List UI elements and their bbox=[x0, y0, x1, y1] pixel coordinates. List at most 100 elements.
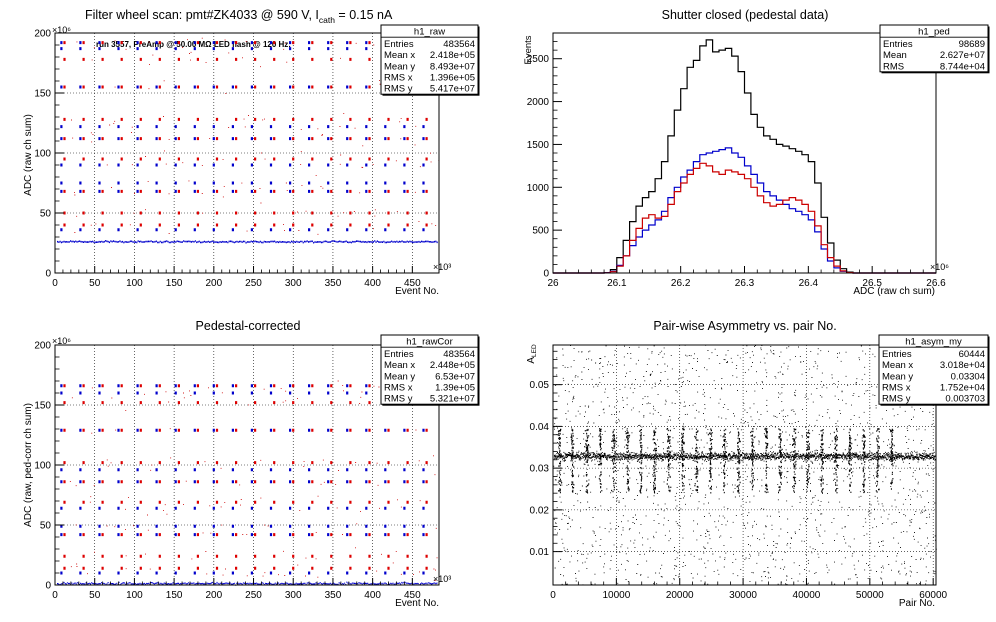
stats-label: RMS y bbox=[384, 394, 413, 405]
x-tick-label: 350 bbox=[325, 278, 342, 289]
stats-value: 1.396e+05 bbox=[430, 73, 475, 84]
x-tick-label: 200 bbox=[205, 278, 222, 289]
asym-title: Pair-wise Asymmetry vs. pair No. bbox=[653, 319, 836, 333]
y-tick-label: 1500 bbox=[527, 140, 550, 151]
stats-label: RMS y bbox=[882, 394, 911, 405]
red-clusters bbox=[63, 41, 428, 227]
x-tick-label: 250 bbox=[245, 278, 262, 289]
stats-label: Mean x bbox=[882, 360, 913, 371]
stats-label: RMS x bbox=[384, 383, 413, 394]
raw-y-axis-label: ADC (raw ch sum) bbox=[23, 114, 34, 196]
stats-value: 5.417e+07 bbox=[430, 84, 475, 95]
cor-ticks: 0 50 100 150 200 250 300 350 400 450 0 50 100 150 200 bbox=[34, 341, 421, 602]
stats-label: Entries bbox=[384, 349, 414, 360]
stats-label: RMS bbox=[883, 61, 904, 72]
cor-points bbox=[57, 380, 438, 586]
x-tick-label: 0 bbox=[550, 590, 556, 601]
stats-name: h1_ped bbox=[918, 27, 950, 38]
cor-x-axis-label: Event No. bbox=[395, 598, 439, 609]
y-tick-label: 0 bbox=[45, 269, 51, 280]
raw-x-exponent: ×10³ bbox=[433, 262, 451, 272]
stats-value: 0.03304 bbox=[951, 371, 985, 382]
stats-label: Mean y bbox=[384, 61, 415, 72]
y-tick-label: 200 bbox=[34, 29, 51, 40]
ped-series-0 bbox=[553, 39, 936, 274]
raw-x-axis-label: Event No. bbox=[395, 286, 439, 297]
x-tick-label: 40000 bbox=[793, 590, 821, 601]
cor-x-exponent: ×10³ bbox=[433, 574, 451, 584]
x-tick-label: 0 bbox=[52, 590, 58, 601]
pedestal-points bbox=[57, 240, 438, 244]
x-tick-label: 0 bbox=[52, 278, 58, 289]
panel-corrected: Pedestal-corrected ×10⁶ ×10³ Event No. A… bbox=[23, 319, 480, 609]
ped-series-1 bbox=[553, 147, 936, 274]
stats-label: Mean bbox=[883, 50, 907, 61]
x-tick-label: 26.2 bbox=[671, 278, 691, 289]
stats-value: 6.53e+07 bbox=[435, 371, 475, 382]
ped-series-2 bbox=[553, 162, 936, 274]
stats-value: 483564 bbox=[443, 39, 475, 50]
y-tick-label: 0.03 bbox=[530, 464, 550, 475]
cor-y-axis-label: ADC (raw, ped-corr ch sum) bbox=[23, 403, 34, 527]
x-tick-label: 26.4 bbox=[799, 278, 819, 289]
stats-label: RMS x bbox=[384, 73, 413, 84]
x-tick-label: 100 bbox=[126, 278, 143, 289]
stats-label: Entries bbox=[882, 349, 912, 360]
ped-x-axis-label: ADC (raw ch sum) bbox=[853, 286, 935, 297]
stats-label: Mean y bbox=[384, 371, 415, 382]
stats-name: h1_raw bbox=[414, 27, 445, 38]
stats-value: 2.418e+05 bbox=[430, 50, 475, 61]
pedestal-points bbox=[57, 581, 438, 586]
cor-title: Pedestal-corrected bbox=[196, 319, 301, 333]
x-tick-label: 400 bbox=[364, 590, 381, 601]
raw-y-exponent: ×10⁶ bbox=[52, 25, 71, 35]
red-clusters bbox=[63, 384, 428, 570]
y-tick-label: 150 bbox=[34, 89, 51, 100]
stats-name: h1_rawCor bbox=[406, 337, 452, 348]
stats-value: 5.321e+07 bbox=[430, 394, 475, 405]
panel-pedestal: Shutter closed (pedestal data) ×10⁶ ADC … bbox=[523, 8, 990, 297]
y-tick-label: 500 bbox=[532, 226, 549, 237]
asym-ticks: 0 10000 20000 30000 40000 50000 60000 0.01 0.02 0… bbox=[530, 350, 948, 601]
stats-label: Mean x bbox=[384, 360, 415, 371]
stats-value: 2.448e+05 bbox=[430, 360, 475, 371]
stats-label: RMS y bbox=[384, 84, 413, 95]
x-tick-label: 450 bbox=[404, 590, 421, 601]
ped-title: Shutter closed (pedestal data) bbox=[662, 8, 829, 22]
asym-y-axis-label: ALED bbox=[526, 344, 538, 364]
raw-subtitle: run 3557, PreAmp @ 50.00 MΩ LED flash @ … bbox=[96, 40, 291, 49]
stats-label: Entries bbox=[384, 39, 414, 50]
x-tick-label: 400 bbox=[364, 278, 381, 289]
raw-points bbox=[57, 37, 440, 244]
y-tick-label: 0.02 bbox=[530, 505, 550, 516]
y-tick-label: 50 bbox=[40, 209, 52, 220]
y-tick-label: 150 bbox=[34, 401, 51, 412]
y-tick-label: 0 bbox=[45, 581, 51, 592]
y-tick-label: 2500 bbox=[527, 54, 550, 65]
blue-clusters bbox=[60, 41, 425, 232]
stats-frame bbox=[380, 24, 479, 95]
raw-title: Filter wheel scan: pmt#ZK4033 @ 590 V, I… bbox=[85, 8, 393, 25]
x-tick-label: 26.5 bbox=[862, 278, 882, 289]
x-tick-label: 26.1 bbox=[607, 278, 627, 289]
stats-label: Mean x bbox=[384, 50, 415, 61]
panel-asymmetry: Pair-wise Asymmetry vs. pair No. Pair No… bbox=[526, 319, 990, 609]
scatter-dots bbox=[71, 37, 440, 235]
stats-value: 3.018e+04 bbox=[940, 360, 985, 371]
x-tick-label: 26.6 bbox=[926, 278, 946, 289]
stats-label: Mean y bbox=[882, 371, 913, 382]
stats-label: Entries bbox=[883, 39, 913, 50]
ped-stats-box: h1_ped Entries 98689 Mean 2.627e+07 RMS 8.744e… bbox=[879, 24, 990, 74]
stats-value: 1.752e+04 bbox=[940, 383, 985, 394]
stats-value: 60444 bbox=[959, 349, 985, 360]
y-tick-label: 0.01 bbox=[530, 547, 550, 558]
x-tick-label: 250 bbox=[245, 590, 262, 601]
stats-frame bbox=[380, 334, 479, 405]
x-tick-label: 450 bbox=[404, 278, 421, 289]
stats-value: 8.744e+04 bbox=[940, 61, 985, 72]
y-tick-label: 0.04 bbox=[530, 422, 550, 433]
y-tick-label: 2000 bbox=[527, 97, 550, 108]
